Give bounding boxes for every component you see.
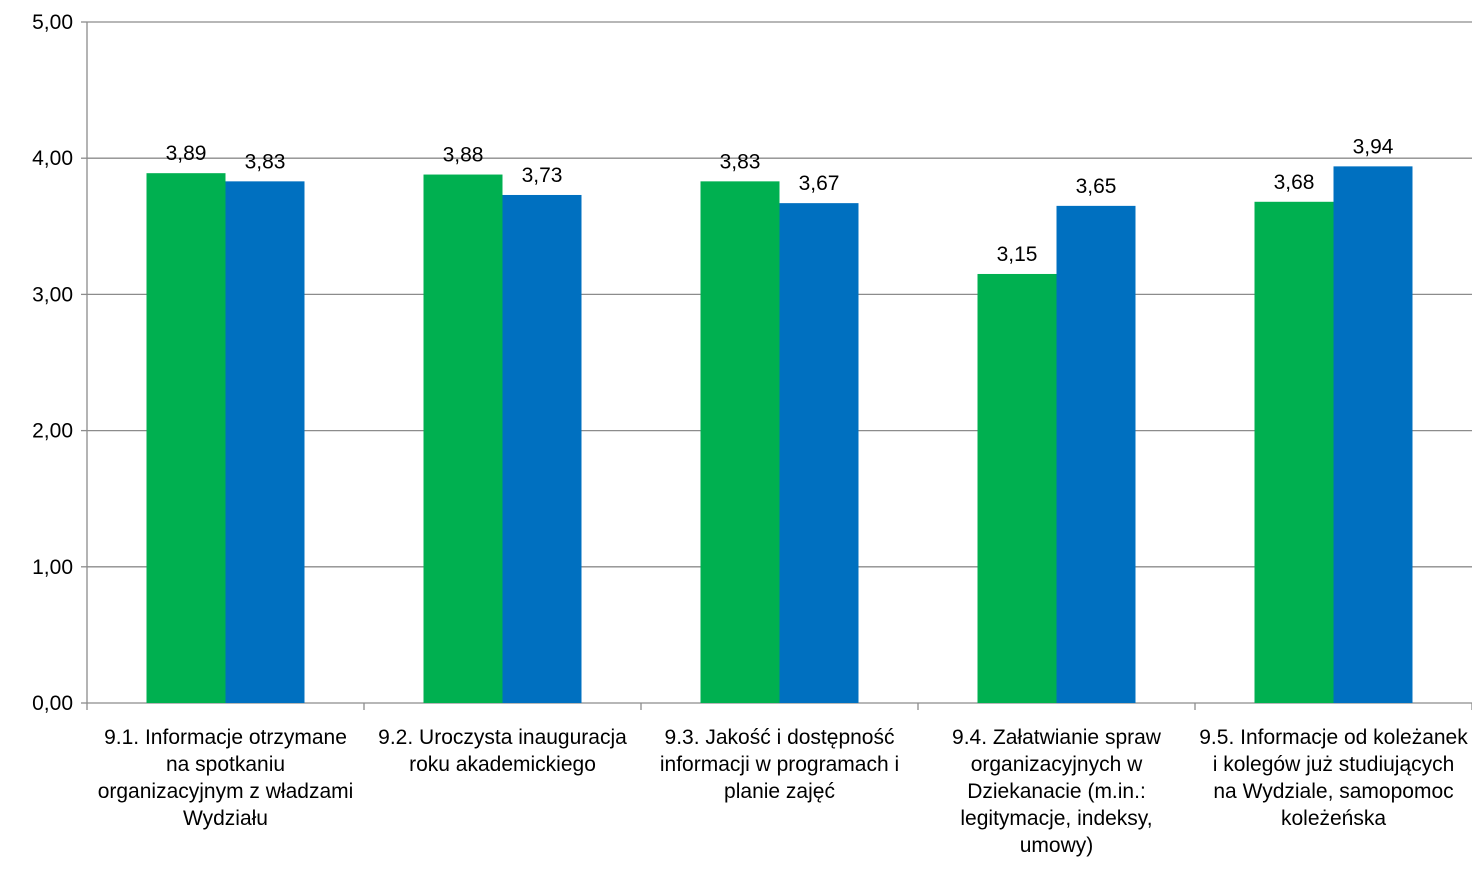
bar [1056,205,1136,703]
data-label: 3,15 [997,243,1038,266]
y-tick-label: 5,00 [32,11,73,34]
bar [1333,166,1413,703]
bar [225,181,305,703]
x-tick-label: 9.1. Informacje otrzymane na spotkaniu o… [97,726,354,830]
bar [977,273,1057,703]
data-label: 3,89 [166,142,207,165]
y-tick-label: 3,00 [32,283,73,306]
x-tick-label: 9.3. Jakość i dostępność informacji w pr… [659,726,900,803]
data-label: 3,94 [1353,135,1394,158]
x-tick-label: 9.5. Informacje od koleżanek i kolegów j… [1199,726,1468,830]
bar [779,203,859,703]
bar [423,174,503,703]
data-label: 3,88 [443,144,484,167]
bar [502,194,582,703]
bar [700,181,780,703]
x-tick-label: 9.2. Uroczysta inauguracja roku akademic… [378,726,627,776]
data-label: 3,68 [1274,171,1315,194]
x-tick-label: 9.4. Załatwianie spraw organizacyjnych w… [952,726,1161,857]
data-label: 3,83 [245,150,286,173]
data-label: 3,65 [1076,175,1117,198]
bar [146,173,226,703]
bar [1254,201,1334,703]
y-tick-label: 1,00 [32,556,73,579]
y-tick-label: 4,00 [32,147,73,170]
y-tick-label: 0,00 [32,692,73,715]
y-tick-label: 2,00 [32,420,73,443]
data-label: 3,73 [522,164,563,187]
data-label: 3,67 [799,172,840,195]
data-label: 3,83 [720,150,761,173]
